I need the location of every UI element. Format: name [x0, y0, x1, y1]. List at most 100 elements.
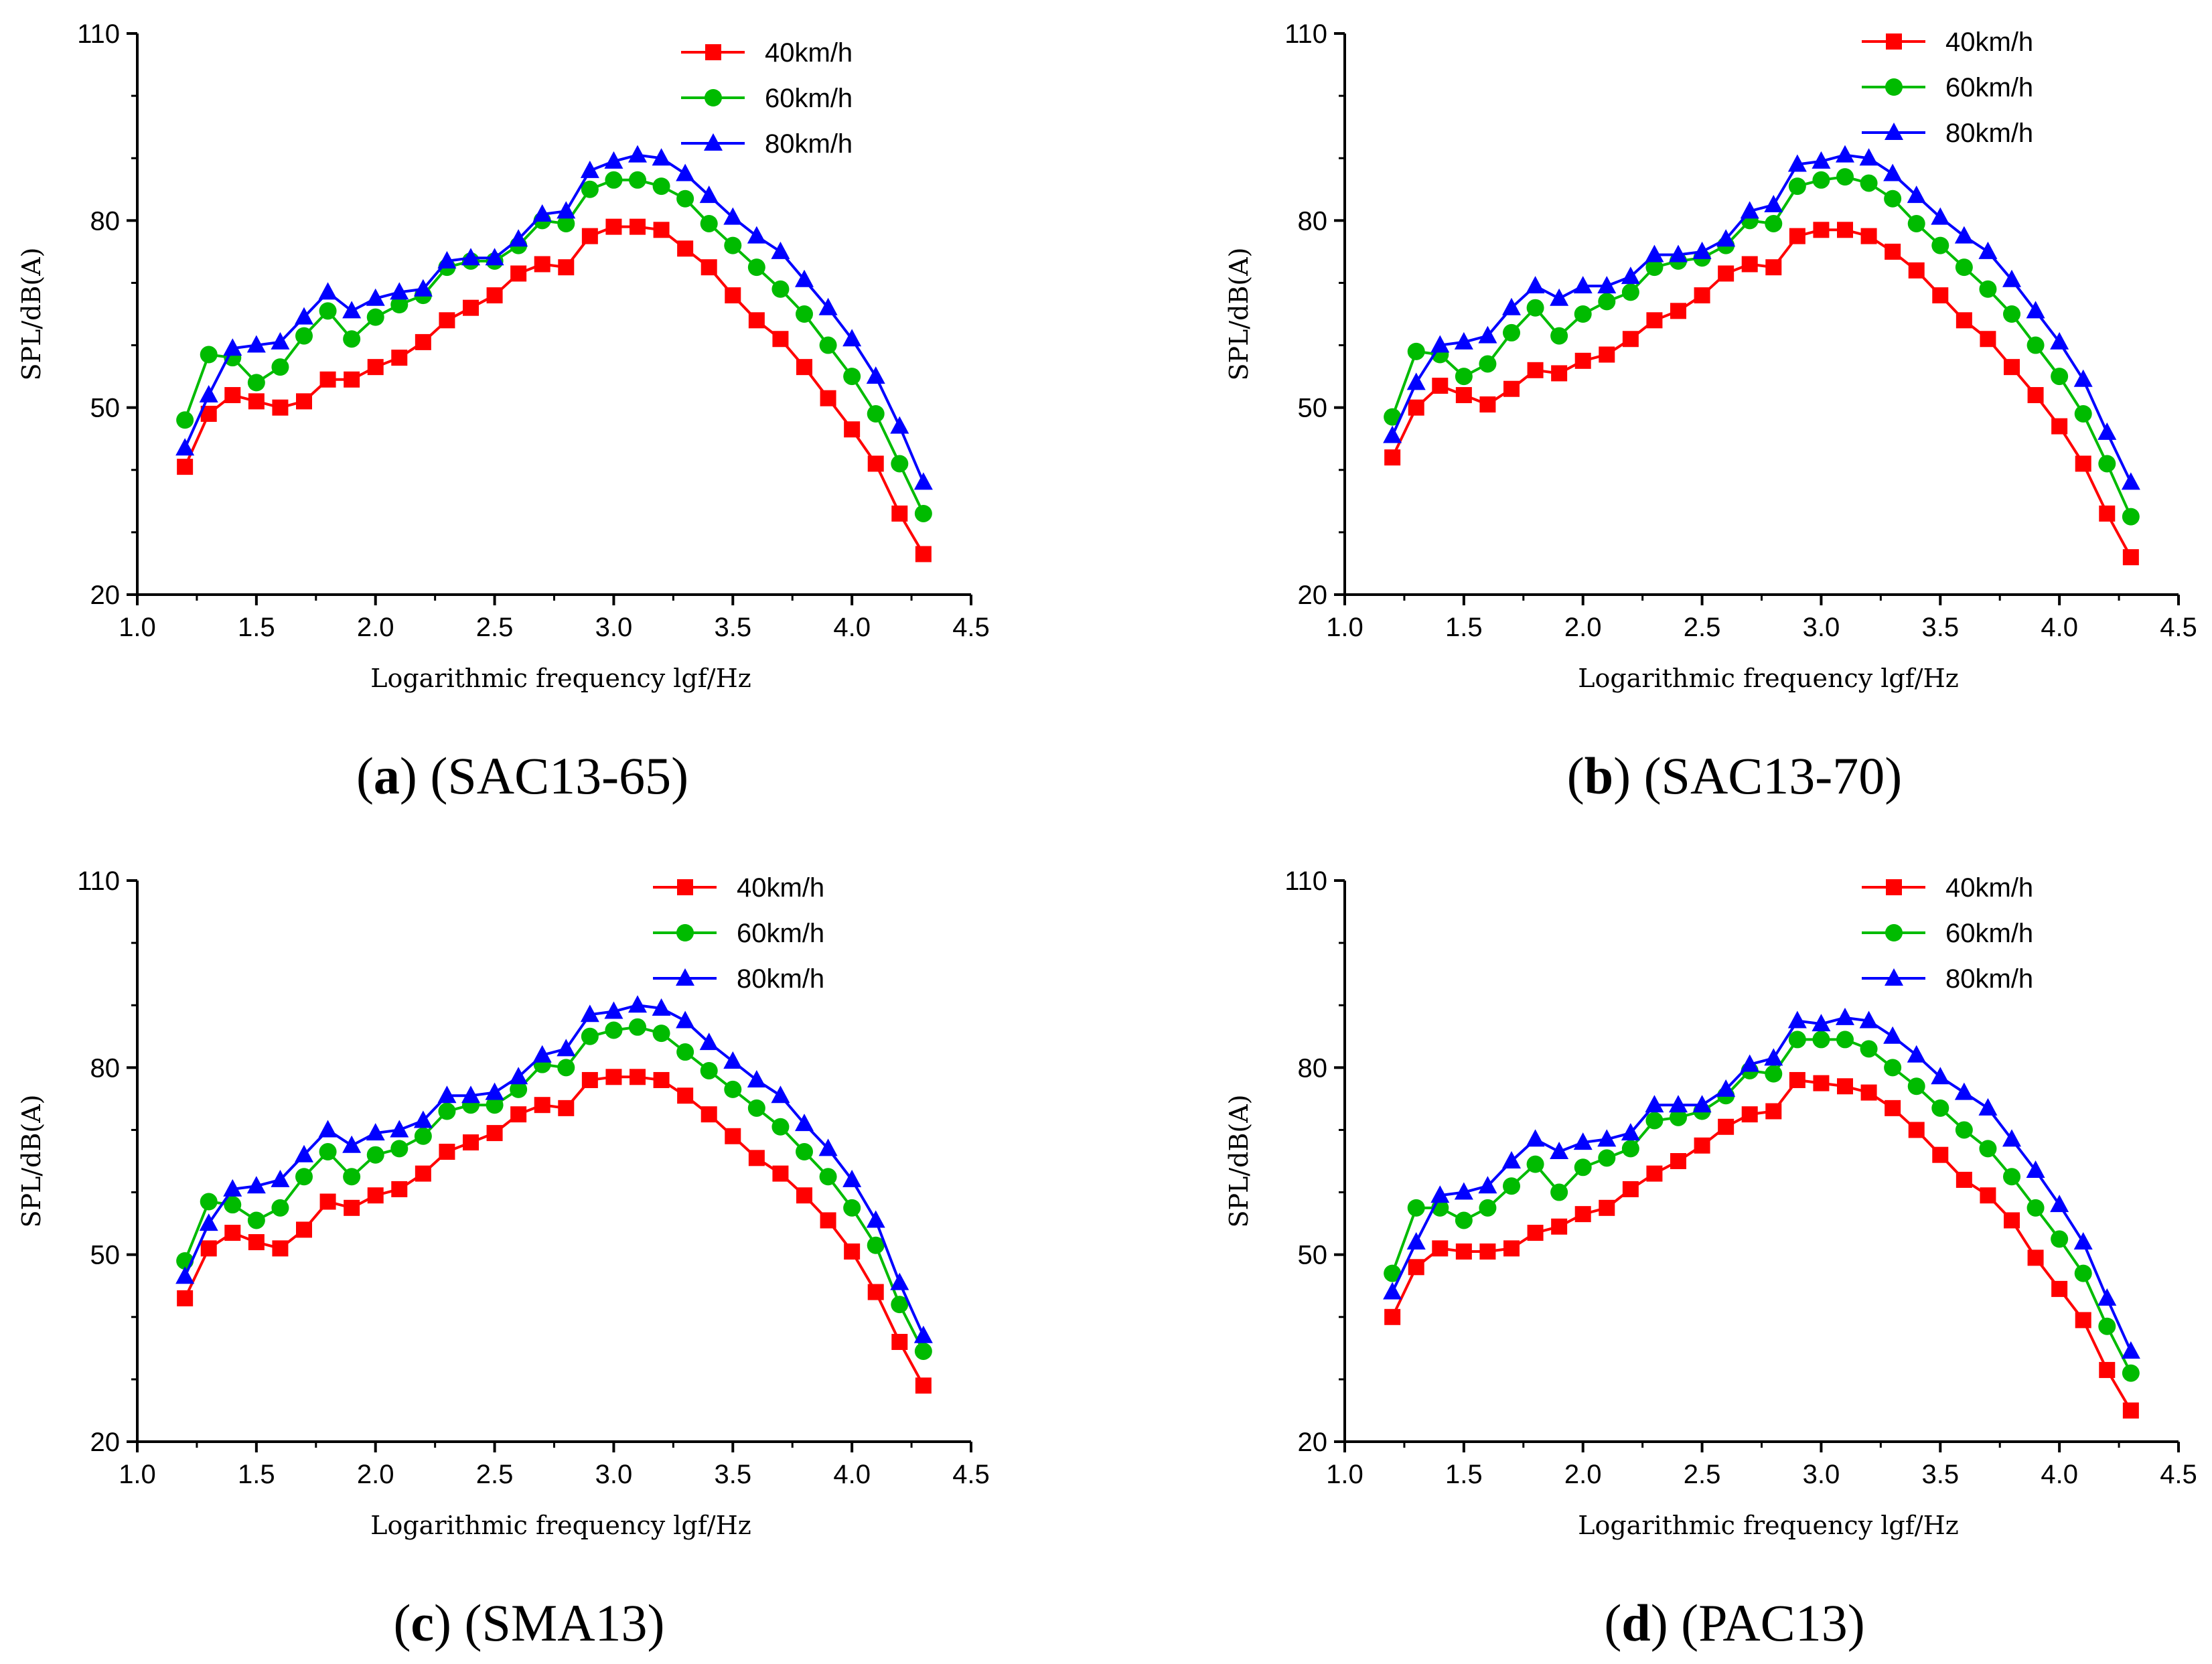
data-point [1479, 1243, 1496, 1260]
series-80km-h [175, 145, 933, 490]
data-point [2003, 305, 2020, 323]
data-point [772, 1165, 789, 1182]
y-axis-title: SPL/dB(A) [1224, 248, 1254, 381]
legend-marker [1886, 879, 1902, 895]
data-point [1931, 1067, 1950, 1085]
data-point [366, 288, 385, 306]
data-point [1455, 1243, 1472, 1260]
data-point [437, 250, 457, 269]
data-point [2050, 1195, 2069, 1213]
data-point [439, 1144, 455, 1160]
data-point [2122, 1402, 2139, 1419]
data-point [1907, 1077, 1925, 1095]
data-point [343, 1168, 361, 1186]
data-point [1550, 1142, 1569, 1160]
series-80km-h-line [1391, 1016, 2132, 1352]
legend-label: 80km/h [1945, 119, 2033, 148]
data-point [1645, 1095, 1664, 1113]
series-40km-h-line [1391, 1078, 2132, 1412]
data-point [1812, 1014, 1831, 1032]
data-point [1883, 1026, 1903, 1044]
data-point [890, 1272, 909, 1290]
legend-label: 80km/h [737, 964, 824, 994]
data-point [1741, 256, 1758, 273]
data-point [1670, 1153, 1686, 1169]
data-point [485, 248, 504, 266]
data-point [580, 160, 599, 178]
data-point [1884, 1059, 1902, 1077]
data-point [890, 416, 909, 434]
data-point [843, 368, 861, 386]
series-80km-h-line [183, 153, 925, 483]
caption-paren: ( [356, 747, 374, 805]
data-point [1716, 229, 1736, 247]
data-point [175, 1266, 195, 1284]
data-point [1669, 244, 1688, 262]
data-point [295, 1168, 313, 1186]
data-point [272, 1240, 289, 1257]
data-point [1765, 1103, 1782, 1120]
legend-label: 60km/h [765, 84, 853, 113]
data-point [1885, 243, 1901, 260]
data-point [700, 1061, 718, 1079]
data-point [2026, 301, 2045, 319]
data-point [1741, 1106, 1758, 1123]
y-tick-label: 80 [90, 1053, 121, 1083]
chart-panel-d: 1.0 1.5 2.0 2.5 3.0 3.5 4.0 4.5 20 50 80 110 Logarit… [1224, 866, 2197, 1652]
data-point [486, 1096, 504, 1114]
series-60km-h-line [1391, 1038, 2132, 1374]
data-point [914, 1342, 932, 1360]
x-tick-label: 2.0 [357, 1460, 394, 1489]
data-point [1812, 151, 1831, 169]
x-tick-label: 2.5 [1684, 613, 1721, 642]
y-tick-label: 50 [1298, 394, 1328, 423]
y-tick-label: 20 [90, 581, 121, 610]
legend-marker [1885, 924, 1903, 941]
legend-label: 60km/h [1945, 73, 2033, 102]
data-point [367, 359, 384, 376]
data-point [1551, 365, 1568, 382]
legend-label: 80km/h [765, 129, 853, 159]
data-point [1479, 396, 1496, 413]
y-tick-label: 110 [77, 19, 120, 49]
data-point [747, 1069, 766, 1087]
data-point [1550, 288, 1569, 306]
panel-caption: (c) (SMA13) [393, 1594, 664, 1652]
data-point [200, 346, 218, 364]
data-point [2099, 1361, 2116, 1378]
data-point [200, 1193, 218, 1211]
data-point [1860, 1040, 1878, 1058]
data-point [747, 1099, 765, 1117]
data-point [2073, 1232, 2093, 1250]
data-point [1740, 1054, 1759, 1072]
data-point [1622, 331, 1639, 348]
data-point [223, 1179, 242, 1197]
data-point [1788, 177, 1806, 196]
data-point [652, 1025, 670, 1043]
data-point [1932, 1146, 1949, 1163]
data-point [1479, 355, 1497, 373]
data-point [246, 335, 266, 353]
data-point [557, 1059, 575, 1077]
data-point [2097, 422, 2117, 440]
data-point [676, 190, 694, 208]
y-axis-title: SPL/dB(A) [17, 248, 46, 381]
data-point [605, 171, 623, 189]
data-point [844, 421, 861, 438]
data-point [1478, 325, 1497, 344]
data-point [1860, 228, 1877, 244]
data-point [1574, 1206, 1591, 1223]
x-tick-label: 1.0 [119, 613, 156, 642]
data-point [914, 504, 932, 522]
data-point [1813, 1075, 1830, 1091]
data-point [2050, 331, 2069, 350]
data-point [391, 350, 408, 366]
legend-item-80km-h: 80km/h [1862, 964, 2033, 994]
caption-text: ) (SMA13) [434, 1594, 665, 1652]
data-point [748, 1150, 765, 1166]
data-point [391, 1181, 408, 1197]
data-point [1455, 368, 1473, 386]
data-point [1430, 1185, 1450, 1203]
data-point [2075, 1312, 2091, 1329]
data-point [653, 1071, 670, 1088]
